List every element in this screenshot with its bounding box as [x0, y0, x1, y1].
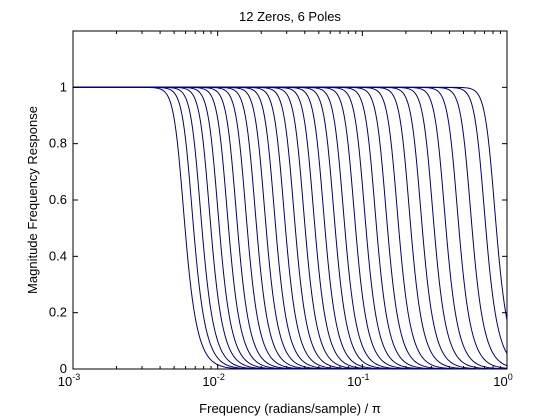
chart-title: 12 Zeros, 6 Poles [239, 9, 341, 24]
x-tick-label: 10-3 [58, 372, 80, 389]
x-tick-label-exponent: -3 [72, 372, 80, 382]
x-axis-label: Frequency (radians/sample) / π [199, 401, 381, 416]
y-tick-label: 0.4 [49, 248, 67, 263]
y-tick-label: 0 [60, 361, 67, 376]
y-axis-ticks: 0 0.2 0.4 0.6 0.8 1 [49, 79, 507, 376]
response-curve-31 [73, 86, 508, 321]
x-tick-label-base: 10 [58, 374, 72, 389]
y-tick-label: 1 [60, 79, 67, 94]
x-tick-label-base: 10 [202, 374, 216, 389]
y-axis-label: Magnitude Frequency Response [25, 106, 40, 294]
x-tick-label-base: 10 [493, 374, 507, 389]
y-tick-label: 0.8 [49, 136, 67, 151]
plot-area [72, 30, 508, 370]
series-lines [73, 86, 508, 370]
x-tick-label-exponent: -1 [362, 372, 370, 382]
x-tick-label-base: 10 [347, 374, 361, 389]
x-tick-label: 100 [493, 372, 512, 389]
x-tick-label-exponent: 0 [508, 372, 513, 382]
x-tick-label: 10-2 [202, 372, 224, 389]
x-axis-ticks: 10-3 10-2 10-1 100 [58, 31, 513, 389]
x-tick-label-exponent: -2 [217, 372, 225, 382]
x-tick-label: 10-1 [347, 372, 369, 389]
y-tick-label: 0.2 [49, 305, 67, 320]
y-tick-label: 0.6 [49, 192, 67, 207]
